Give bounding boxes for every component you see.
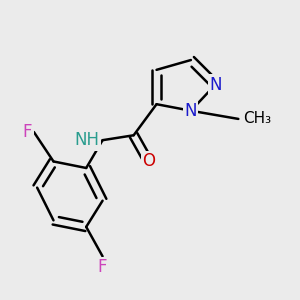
Text: N: N — [209, 76, 222, 94]
Text: N: N — [184, 102, 197, 120]
Text: NH: NH — [74, 131, 99, 149]
Text: O: O — [142, 152, 155, 170]
Text: F: F — [23, 123, 32, 141]
Text: F: F — [98, 258, 107, 276]
Text: CH₃: CH₃ — [243, 111, 272, 126]
